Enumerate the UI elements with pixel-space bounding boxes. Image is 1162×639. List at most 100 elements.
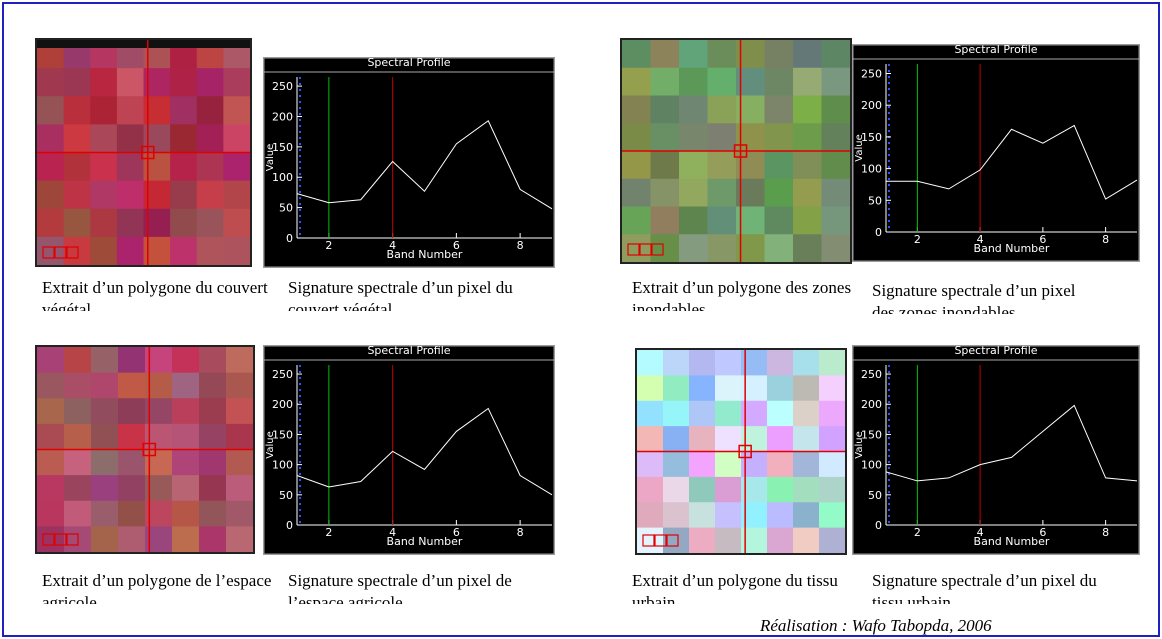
pixel [622, 67, 652, 97]
pixel [64, 372, 92, 400]
x-tick-label: 4 [977, 526, 984, 539]
pixel [90, 208, 118, 238]
axis-dot [299, 383, 301, 385]
spectral-chart: Spectral Profile 0 50 100 150 200 250 2 4 6 8 Band … [263, 57, 555, 268]
cursor-box [733, 144, 748, 158]
pixel [172, 449, 200, 477]
axis-dot [299, 101, 301, 103]
pixel [622, 206, 652, 236]
axis-dot [299, 413, 301, 415]
axis-dot [888, 208, 890, 210]
axis-dot [299, 419, 301, 421]
pixel [223, 152, 250, 182]
axis-dot [888, 365, 890, 367]
y-tick-label: 150 [272, 141, 293, 154]
pixel [64, 398, 92, 425]
pixel [118, 347, 146, 374]
axis-dot [299, 455, 301, 457]
axis-dot [888, 130, 890, 132]
pixel [689, 400, 716, 428]
pixel [679, 178, 709, 208]
pixel [199, 372, 227, 400]
y-tick-label: 50 [279, 202, 293, 215]
image-extract [35, 38, 252, 267]
pixel [764, 178, 794, 208]
pixel [172, 372, 200, 400]
pixel [715, 375, 742, 402]
axis-dot [299, 131, 301, 133]
pixel [793, 350, 820, 377]
zoom-icon [54, 246, 67, 259]
axis-dot [888, 497, 890, 499]
pixel [118, 526, 146, 552]
axis-dot [888, 214, 890, 216]
pixel [199, 449, 227, 477]
profile-line [296, 407, 553, 496]
pixel [622, 151, 652, 180]
pixel [91, 423, 119, 451]
pixel [707, 206, 737, 236]
pixel [707, 123, 737, 152]
x-tick-label: 2 [325, 239, 332, 252]
pixel [118, 475, 146, 502]
pixel [622, 178, 652, 208]
x-tick-label: 4 [977, 233, 984, 246]
pixel [199, 526, 227, 552]
axis-dot [888, 118, 890, 120]
caption: Extrait d’un polygone de l’espace agrico… [42, 571, 272, 604]
pixel [91, 475, 119, 502]
zoom-icon [654, 534, 667, 547]
pixel [767, 527, 794, 553]
chart-bg [852, 345, 1140, 555]
y-tick-label: 250 [272, 368, 293, 381]
zoom-icon [666, 534, 679, 547]
pixel [793, 206, 823, 236]
chart-title: Spectral Profile [954, 345, 1037, 357]
pixel [118, 500, 146, 528]
y-tick-label: 50 [868, 489, 882, 502]
pixel [793, 527, 820, 553]
y-tick-label: 100 [272, 459, 293, 472]
axis-dot [888, 371, 890, 373]
axis-dot [888, 479, 890, 481]
axis-dot [299, 407, 301, 409]
y-tick-label: 250 [861, 368, 882, 381]
pixel [91, 500, 119, 528]
axis-dot [888, 509, 890, 511]
chart-title: Spectral Profile [367, 57, 450, 69]
pixel [650, 234, 680, 262]
zoom-icon [42, 533, 55, 546]
pixel [793, 40, 823, 69]
pixel [821, 234, 850, 262]
axis-dot [299, 467, 301, 469]
axis-dot [299, 425, 301, 427]
pixel [63, 152, 92, 182]
cursor-box [142, 442, 157, 457]
axis-dot [888, 419, 890, 421]
pixel [767, 350, 794, 377]
axis-dot [888, 521, 890, 523]
caption: Signature spectrale d’un pixel de l’espa… [288, 571, 512, 604]
pixel [37, 449, 65, 477]
pixel [223, 68, 250, 98]
pixel [196, 68, 225, 98]
pixel [679, 151, 709, 180]
pixel [622, 234, 652, 262]
image-extract [35, 345, 255, 554]
axis-dot [299, 491, 301, 493]
pixel [116, 180, 145, 210]
pixel [170, 236, 198, 265]
pixel [715, 476, 742, 504]
y-axis-label: Value [265, 144, 276, 171]
pixel [637, 527, 664, 553]
axis-dot [888, 503, 890, 505]
axis-dot [299, 125, 301, 127]
y-tick-label: 50 [868, 194, 882, 207]
pixel [90, 180, 118, 210]
axis-dot [299, 167, 301, 169]
pixel [767, 476, 794, 504]
pixel [172, 526, 200, 552]
axis-dot [299, 485, 301, 487]
pixel [679, 123, 709, 152]
pixel [663, 400, 690, 428]
